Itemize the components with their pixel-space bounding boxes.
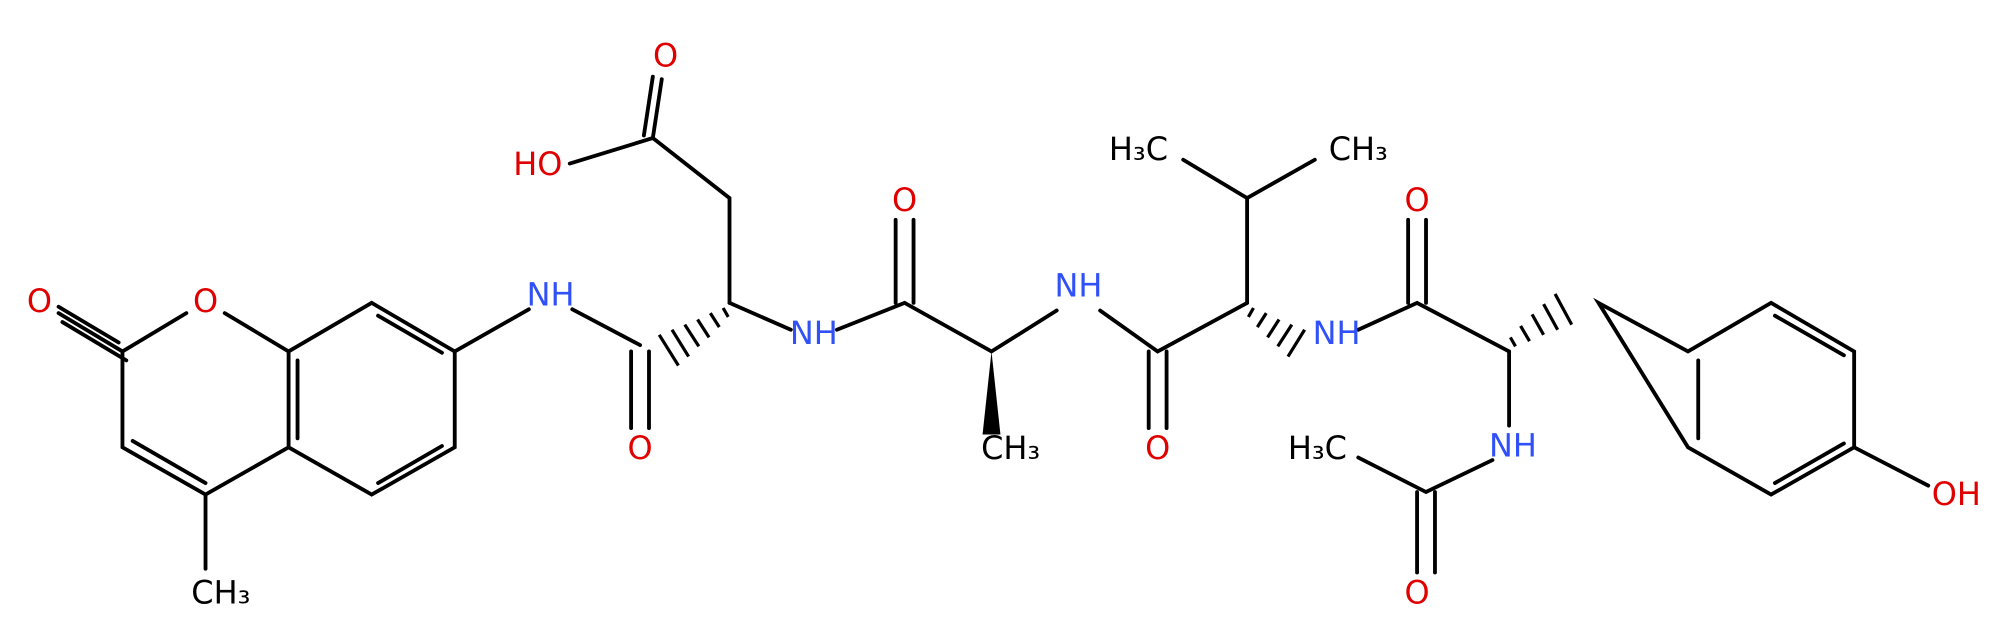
atom-label: O: [1145, 429, 1170, 467]
atom-label: NH: [527, 275, 575, 313]
atom-label: O: [193, 282, 218, 320]
atom-label: CH₃: [1329, 130, 1388, 168]
atom-label: OH: [1932, 475, 1981, 513]
atom-label: O: [1405, 573, 1430, 611]
atom-label: NH: [790, 314, 838, 352]
atom-label: O: [653, 37, 678, 75]
atom-label: NH: [1054, 267, 1102, 305]
atom-label: H₃C: [1109, 130, 1168, 168]
atom-label: O: [1405, 181, 1430, 219]
atom-label: O: [27, 282, 52, 320]
atom-label: HO: [513, 145, 562, 183]
hashed-bonds: [657, 293, 1574, 367]
atom-labels: O O CH₃ NH HO O O NH O CH₃ NH O H₃C CH₃ NH O NH H₃C O OH: [27, 37, 1981, 612]
atom-label: O: [892, 181, 917, 219]
atom-label: NH: [1489, 426, 1537, 464]
atom-label: NH: [1313, 314, 1361, 352]
atom-label: H₃C: [1288, 429, 1347, 467]
atom-label: CH₃: [191, 573, 250, 611]
atom-label: O: [627, 429, 652, 467]
bonds: [56, 74, 1931, 575]
atom-label: CH₃: [981, 429, 1040, 467]
wedge-bond: [982, 351, 1001, 435]
